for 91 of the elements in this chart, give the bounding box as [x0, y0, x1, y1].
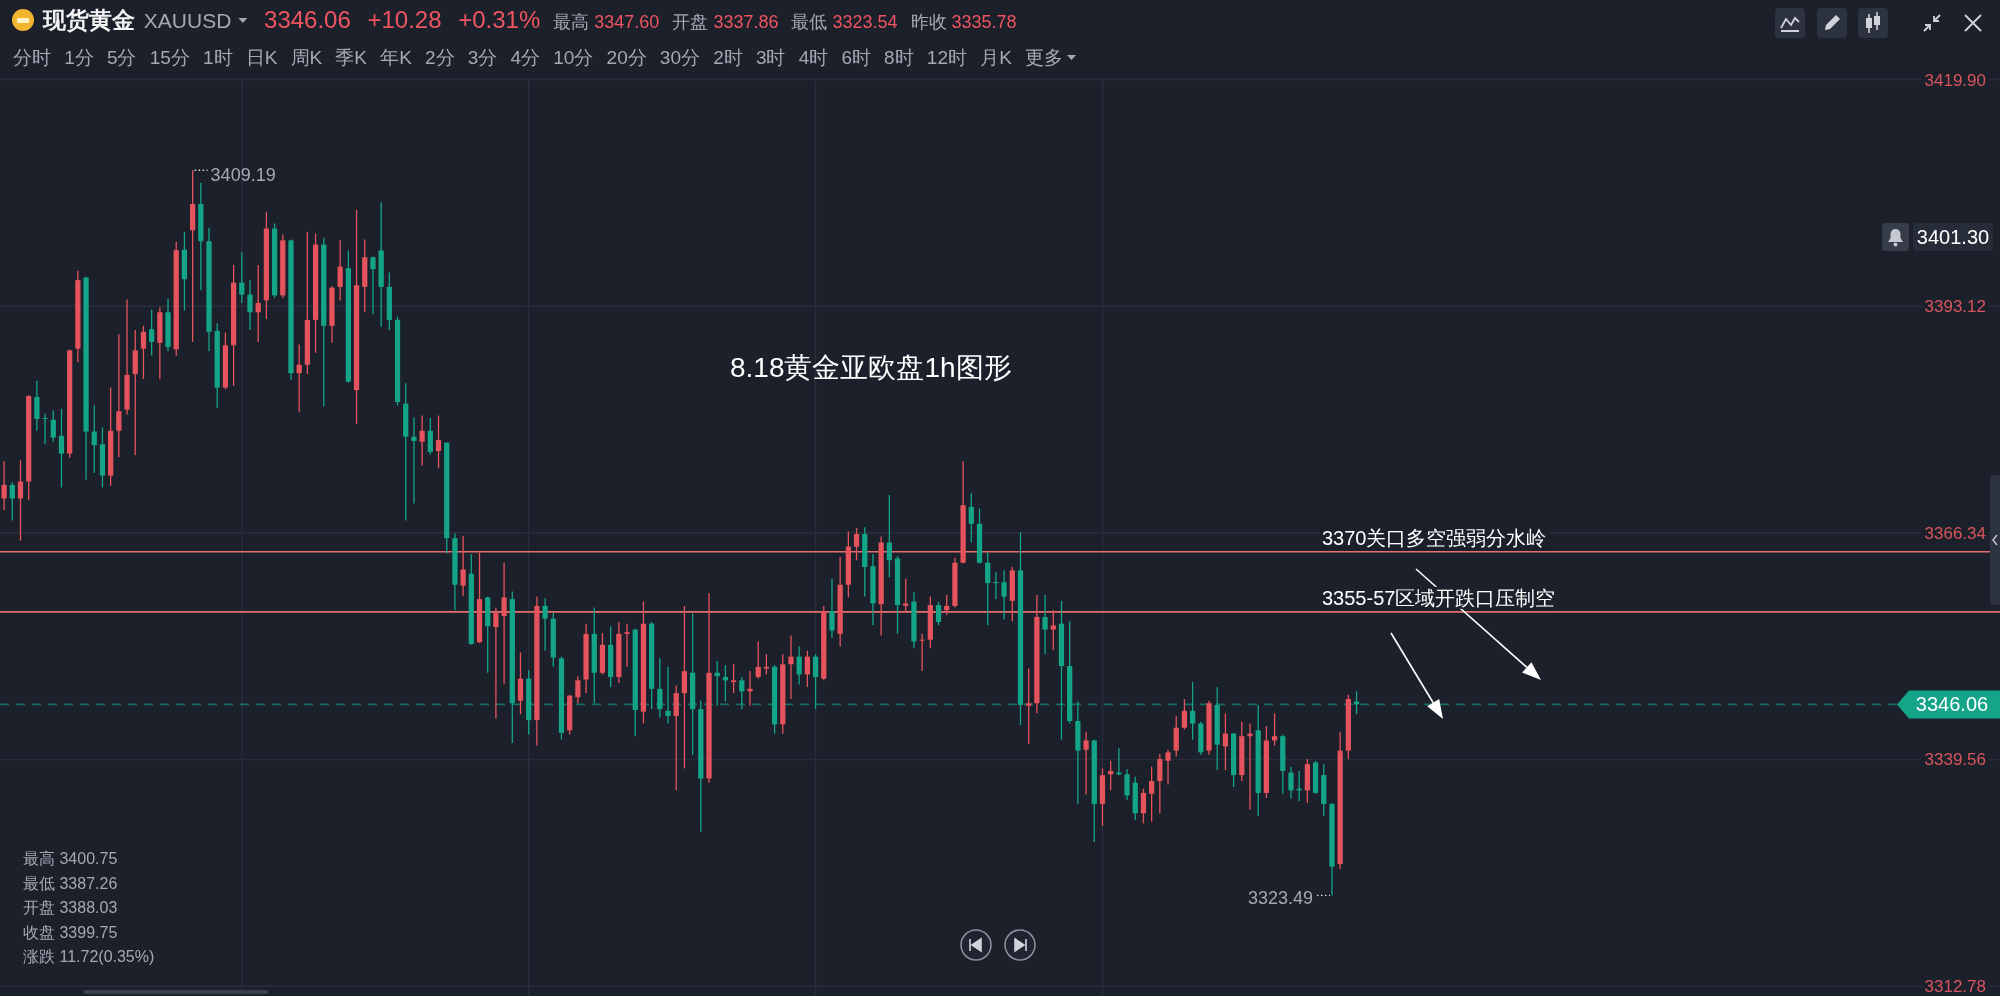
candlestick — [1173, 715, 1179, 758]
ref-line-label: 3355-57区域开跌口压制空 — [1322, 586, 1556, 609]
annotation: 3323.49 — [1247, 888, 1313, 909]
candlestick — [763, 653, 770, 676]
candlestick — [788, 634, 794, 700]
candlestick — [993, 571, 999, 600]
candlestick — [1001, 569, 1007, 621]
candlestick — [657, 657, 663, 719]
candlestick — [903, 578, 909, 613]
candlestick — [730, 663, 737, 694]
candlestick — [1140, 788, 1147, 825]
candlestick — [239, 251, 245, 304]
candlestick — [968, 492, 974, 544]
candlestick — [673, 684, 679, 792]
candlestick — [755, 640, 761, 680]
candlestick — [853, 527, 860, 561]
candlestick — [58, 408, 65, 489]
ref-line-label: 3346.06 — [1915, 693, 1989, 716]
candlestick — [575, 675, 581, 704]
candlestick — [50, 409, 56, 443]
candlestick — [1288, 766, 1294, 800]
candlestick — [435, 414, 442, 469]
text: 现货黄金 XAUUSD 3346.06 +10.28 +0.31% 最高 3347.60 开盘 3337.86 最低 3323.54 昨收 3335.78 — [43, 6, 1017, 33]
candlestick — [542, 597, 548, 652]
annotation: 最高 3400.75 — [23, 850, 118, 867]
candlestick — [91, 404, 97, 474]
annotation: 收盘 3399.75 — [23, 923, 118, 941]
text: 分时 1分 5分 15分 1时 日K 周K 季K 年K 2分 3分 4分 10分 20分 30分 2时 3时 4时 6时 8时 12时 月K 更多 — [13, 47, 1063, 68]
candlestick — [17, 459, 24, 542]
candlestick — [1149, 766, 1155, 823]
candlestick — [1181, 698, 1188, 731]
candlestick — [747, 670, 753, 707]
candlestick — [1271, 712, 1278, 747]
candlestick — [1157, 753, 1163, 814]
candlestick — [665, 666, 671, 725]
candlestick — [411, 416, 417, 505]
candlestick — [812, 653, 819, 710]
candlestick — [886, 494, 892, 578]
candlestick — [460, 535, 466, 597]
candlestick — [1083, 731, 1089, 796]
candlestick — [296, 343, 302, 413]
candlestick — [140, 325, 147, 380]
text: 8.18黄金亚欧盘1h图形 — [730, 352, 1012, 383]
price-label: 3346.06 — [1897, 690, 2000, 719]
candlestick — [501, 562, 507, 685]
candlestick — [919, 633, 925, 672]
candlestick — [935, 601, 942, 627]
candlestick — [1, 460, 7, 511]
candlestick — [9, 481, 15, 522]
y-tick-label: 3366.34 — [1924, 523, 1986, 543]
candlestick — [370, 255, 376, 315]
candlestick — [149, 309, 155, 357]
candlestick — [1050, 609, 1056, 651]
candlestick — [1190, 681, 1196, 741]
candlestick — [255, 264, 261, 343]
candlestick — [624, 623, 630, 668]
candlestick — [1042, 594, 1048, 655]
candlestick — [247, 279, 253, 331]
annotation: 开盘 3388.03 — [23, 899, 118, 917]
alert-label: 3401.30 — [1913, 223, 1993, 251]
candlestick — [681, 605, 688, 770]
candlestick — [42, 413, 48, 445]
extreme-label: 3323.49 — [1247, 888, 1331, 909]
candlestick — [1124, 768, 1130, 801]
candlestick — [829, 578, 835, 639]
candlestick — [116, 333, 122, 458]
ref-line-label: 3370关口多空强弱分水岭 — [1322, 526, 1547, 549]
candlestick — [419, 414, 425, 467]
candlestick — [337, 239, 343, 302]
y-tick-label: 3393.12 — [1924, 297, 1986, 317]
extreme-label: 3409.19 — [193, 165, 276, 186]
y-tick-label: 3312.78 — [1924, 977, 1986, 996]
candlestick — [1247, 722, 1253, 811]
candlestick — [739, 676, 745, 710]
candlestick — [517, 651, 524, 715]
candlestick — [1222, 712, 1229, 771]
candlestick — [944, 594, 950, 616]
candlestick — [1165, 749, 1171, 786]
annotation: 最低 3387.26 — [23, 874, 118, 892]
annotation: 3409.19 — [210, 165, 276, 186]
annotation: 涨跌 11.72(0.35%) — [23, 948, 155, 966]
candlestick — [1026, 667, 1032, 745]
y-tick-label: 3339.56 — [1924, 750, 1986, 770]
candlestick — [493, 606, 499, 720]
y-tick-label: 3419.90 — [1924, 70, 1986, 90]
candlestick — [985, 551, 991, 627]
candlestick — [132, 329, 138, 456]
candlestick — [427, 417, 433, 456]
candlestick — [804, 650, 810, 688]
candlestick — [34, 380, 40, 432]
candlestick — [796, 645, 802, 686]
